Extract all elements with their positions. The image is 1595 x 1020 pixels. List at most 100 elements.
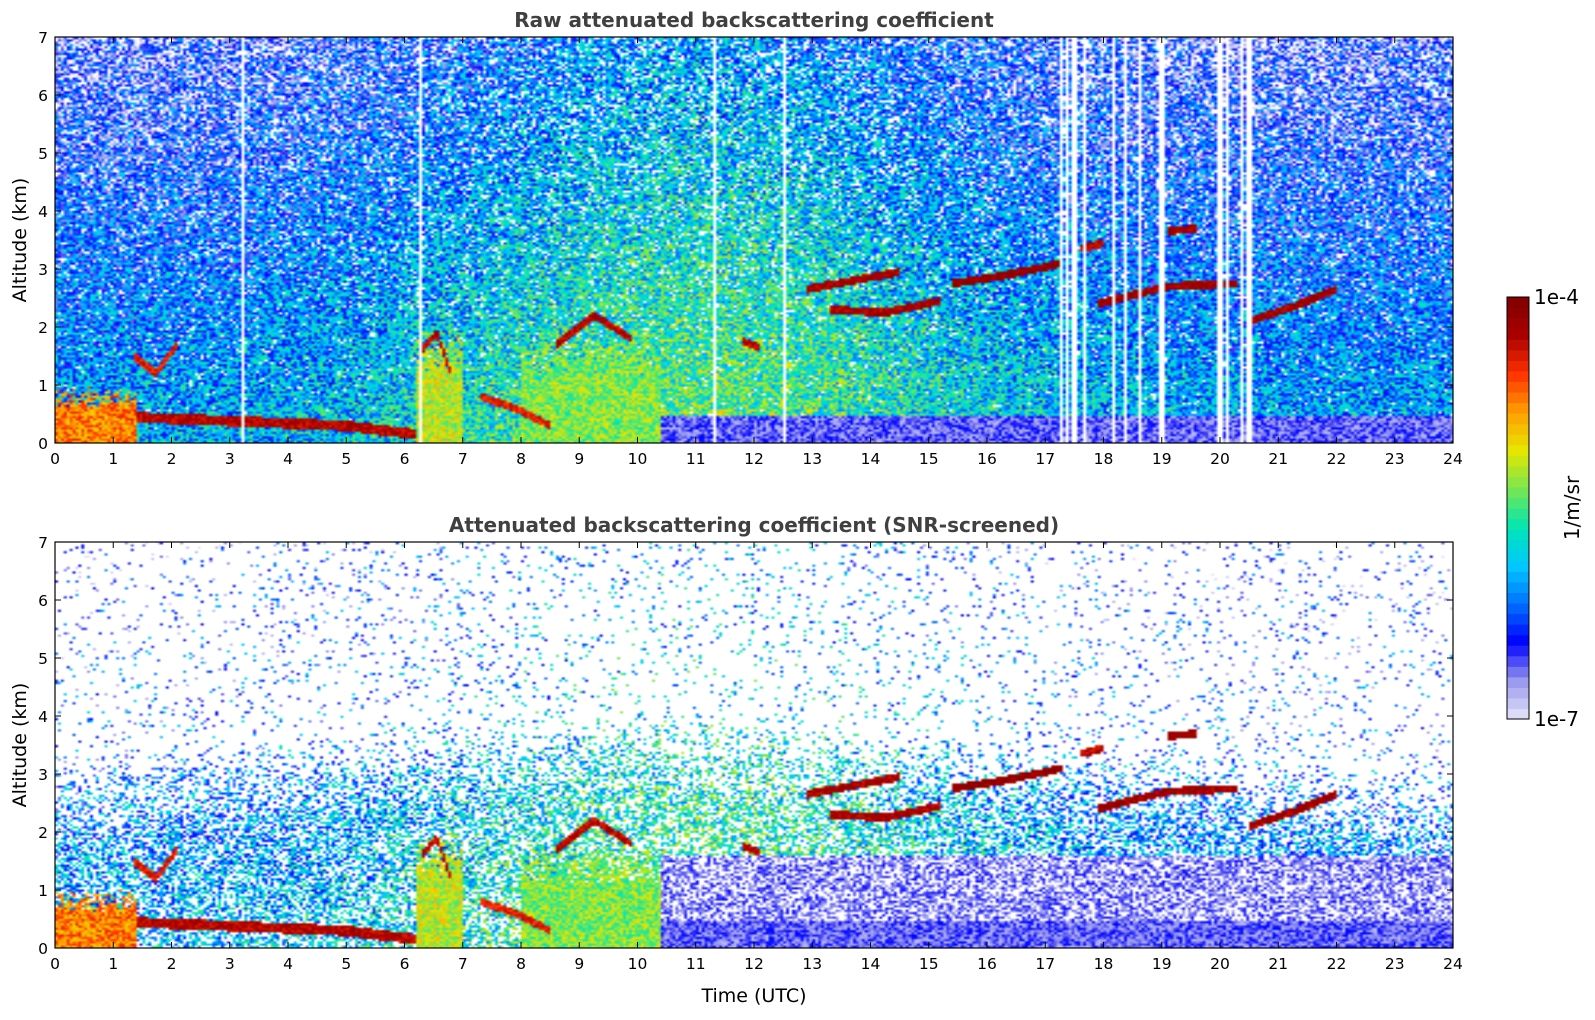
x-tick-label: 14: [861, 955, 881, 973]
y-tick-label: 4: [38, 203, 48, 221]
y-tick-label: 1: [38, 882, 48, 900]
x-tick-label: 12: [744, 955, 764, 973]
x-tick-label: 14: [861, 450, 881, 468]
x-tick-label: 16: [977, 955, 997, 973]
x-tick-label: 21: [1268, 450, 1288, 468]
x-tick-label: 23: [1385, 450, 1405, 468]
colorbar-segment: [1507, 413, 1529, 425]
colorbar-segment: [1507, 666, 1529, 678]
chart-panel: Raw attenuated backscattering coefficien…: [9, 8, 1463, 468]
colorbar-unit-label: 1/m/sr: [1560, 475, 1584, 540]
y-tick-label: 6: [38, 592, 48, 610]
y-tick-label: 2: [38, 824, 48, 842]
colorbar-segment: [1507, 391, 1529, 404]
y-tick-label: 6: [38, 87, 48, 105]
colorbar-segment: [1507, 318, 1529, 330]
colorbar-segment: [1507, 476, 1529, 488]
x-tick-label: 9: [574, 955, 584, 973]
colorbar-segment: [1507, 676, 1529, 688]
x-tick-label: 21: [1268, 955, 1288, 973]
colorbar-segment: [1507, 328, 1529, 340]
x-tick-label: 19: [1152, 450, 1172, 468]
colorbar-segment: [1507, 634, 1529, 646]
x-tick-label: 10: [628, 955, 648, 973]
x-tick-label: 1: [108, 955, 118, 973]
x-tick-label: 7: [458, 450, 468, 468]
x-tick-label: 6: [400, 450, 410, 468]
colorbar-segment: [1507, 307, 1529, 319]
x-tick-label: 23: [1385, 955, 1405, 973]
colorbar-segment: [1507, 613, 1529, 625]
heatmap-image: [55, 542, 1453, 948]
colorbar-segment: [1507, 497, 1529, 509]
colorbar-segment: [1507, 592, 1529, 604]
colorbar-segment: [1507, 423, 1529, 435]
chart-title: Raw attenuated backscattering coefficien…: [514, 8, 994, 32]
y-tick-label: 7: [38, 534, 48, 552]
x-tick-label: 3: [225, 450, 235, 468]
y-tick-label: 5: [38, 145, 48, 163]
y-tick-label: 0: [38, 940, 48, 958]
x-tick-label: 19: [1152, 955, 1172, 973]
x-tick-label: 3: [225, 955, 235, 973]
y-tick-label: 3: [38, 766, 48, 784]
x-tick-label: 18: [1094, 955, 1114, 973]
y-tick-label: 5: [38, 650, 48, 668]
colorbar-segment: [1507, 550, 1529, 562]
colorbar-max-label: 1e-4: [1534, 285, 1579, 309]
x-tick-label: 17: [1035, 955, 1055, 973]
x-tick-label: 13: [802, 450, 822, 468]
colorbar-segment: [1507, 444, 1529, 456]
colorbar-segment: [1507, 381, 1529, 393]
x-tick-label: 8: [516, 955, 526, 973]
x-tick-label: 12: [744, 450, 764, 468]
colorbar-segment: [1507, 465, 1529, 477]
x-tick-label: 8: [516, 450, 526, 468]
colorbar-segment: [1507, 297, 1529, 309]
colorbar-segment: [1507, 571, 1529, 583]
x-tick-label: 9: [574, 450, 584, 468]
heatmap-image: [55, 37, 1453, 443]
x-tick-label: 10: [628, 450, 648, 468]
colorbar-segment: [1507, 339, 1529, 351]
colorbar-segment: [1507, 529, 1529, 541]
x-tick-label: 15: [919, 450, 939, 468]
colorbar-segment: [1507, 581, 1529, 593]
colorbar: 1e-4 1e-7 1/m/sr: [1506, 285, 1584, 731]
colorbar-frame: [1506, 296, 1530, 720]
x-tick-label: 24: [1443, 450, 1463, 468]
colorbar-segment: [1507, 508, 1529, 520]
chart-panel: Attenuated backscattering coefficient (S…: [9, 513, 1463, 1007]
colorbar-segment: [1507, 370, 1529, 382]
x-tick-label: 17: [1035, 450, 1055, 468]
x-tick-label: 22: [1327, 450, 1347, 468]
colorbar-segment: [1507, 560, 1529, 572]
x-tick-label: 6: [400, 955, 410, 973]
x-tick-label: 22: [1327, 955, 1347, 973]
y-tick-label: 4: [38, 708, 48, 726]
x-axis-label: Time (UTC): [700, 985, 806, 1007]
x-tick-label: 0: [50, 955, 60, 973]
colorbar-segment: [1507, 624, 1529, 636]
x-tick-label: 16: [977, 450, 997, 468]
x-tick-label: 2: [167, 955, 177, 973]
x-tick-label: 5: [341, 450, 351, 468]
y-tick-label: 2: [38, 319, 48, 337]
colorbar-segment: [1507, 360, 1529, 372]
x-tick-label: 5: [341, 955, 351, 973]
x-tick-label: 0: [50, 450, 60, 468]
y-tick-label: 7: [38, 29, 48, 47]
y-tick-label: 0: [38, 435, 48, 453]
x-tick-label: 24: [1443, 955, 1463, 973]
colorbar-segment: [1507, 645, 1529, 657]
x-tick-label: 7: [458, 955, 468, 973]
colorbar-min-label: 1e-7: [1534, 707, 1579, 731]
x-tick-label: 11: [686, 450, 706, 468]
x-tick-label: 4: [283, 450, 293, 468]
colorbar-segment: [1507, 349, 1529, 361]
colorbar-segment: [1507, 602, 1529, 615]
colorbar-segment: [1507, 687, 1529, 699]
chart-title: Attenuated backscattering coefficient (S…: [449, 513, 1059, 537]
x-tick-label: 4: [283, 955, 293, 973]
